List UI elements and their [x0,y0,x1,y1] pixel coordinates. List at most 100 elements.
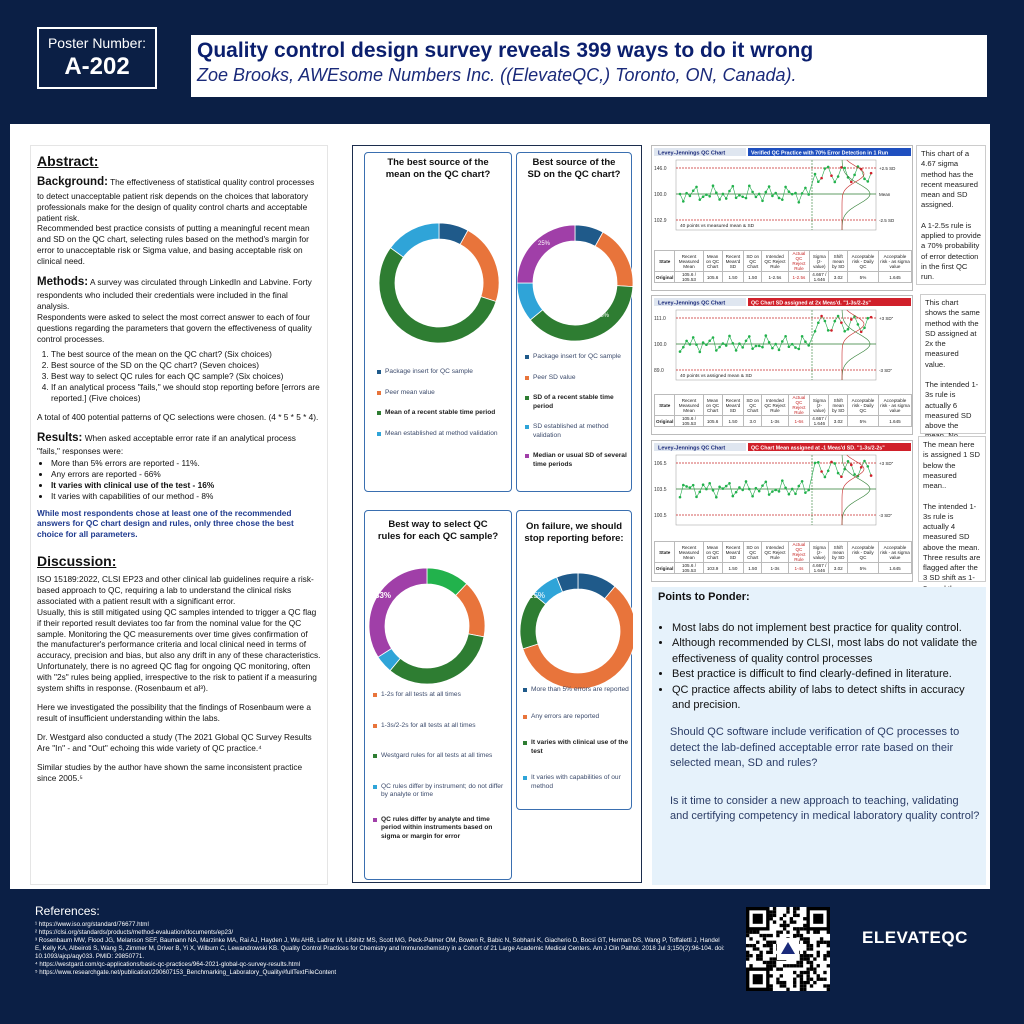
lj-point [688,343,692,346]
table-cell: 105.6 / 105.53 [674,271,704,284]
table-cell: 4.667 / 1.646 [809,271,830,284]
list-item: The best source of the mean on the QC ch… [51,349,321,360]
lj-note-3: The mean here is assigned 1 SD below the… [918,436,986,603]
lj-chart-title: QC Chart Mean assigned at -1 Meas'd SD. … [751,446,885,452]
lj-point [797,484,801,488]
donut-slice [556,572,579,593]
table-cell: 105.6 / 105.53 [674,562,704,575]
table-cell: 3.02 [828,271,849,284]
table-header-cell: Sigma (z-value) [809,249,830,273]
table-cell: 1.645 [877,562,913,575]
lj-point [853,173,856,177]
table-header-cell: SD on QC Chart [743,249,763,273]
background-heading: Background: [37,176,108,189]
lj-point [734,349,738,352]
lj-chart-title: QC Chart SD assigned at 2x Meas'd. "1-3s… [751,301,871,307]
lj-point [787,190,791,194]
legend-item: Median or usual SD of several time perio… [525,452,629,469]
table-header-row: State Recent Measured Mean Mean on QC Char… [653,249,913,273]
lj-point [784,334,787,338]
reference-item: ¹ https://www.iso.org/standard/76677.htm… [35,921,149,928]
lj-mark-label: -2.5 SD [879,218,895,223]
lj-point [695,343,698,346]
lj-tick-label: 103.5 [654,487,667,493]
methods-text-2: Respondents were asked to select the mos… [37,312,312,345]
lj-point [807,488,810,492]
lj-point [701,195,705,199]
fail-question-box: On failure, we should stop reporting bef… [516,510,633,810]
list-item: Although recommended by CLSI, most labs … [672,636,980,667]
lj-point [843,166,846,170]
lj-point [751,347,754,350]
lj-point [682,345,685,349]
sd-donut-label-b: 38% [597,313,610,319]
lj-point [738,193,741,197]
background-text-1: The effectiveness of statistical quality… [37,177,315,223]
lj-point [757,344,761,348]
lj-point [830,174,833,178]
lj-point [698,198,702,201]
lj-point [813,172,817,176]
lj-point [866,316,870,320]
lj-tick-label: 111.0 [654,316,666,322]
lj-summary-table: State Recent Measured Mean Mean on QC Char… [653,249,913,284]
lj-point [840,475,843,479]
lj-chart-label: Levey-Jennings QC Chart [658,301,725,307]
table-cell: 103.9 [702,562,723,575]
qr-code[interactable] [746,907,830,991]
methods-heading: Methods: [37,276,89,289]
lj-chart: Levey-Jennings QC Chart Verified QC Pract… [654,148,911,231]
lj-point [771,194,774,198]
ponder-question-2: Is it time to consider a new approach to… [670,794,980,822]
lj-point [859,167,863,171]
lj-point [741,195,744,199]
table-header-cell: Intended QC Reject Rule [761,540,789,564]
lj-point [781,479,784,482]
lj-tick-label: 100.5 [654,513,667,519]
lj-point [840,166,843,169]
table-header-cell: Intended QC Reject Rule [761,249,789,273]
lj-point [866,180,870,183]
lj-mark-label: -3 SD" [879,513,893,518]
lj-point [751,190,754,194]
table-cell: 1.50 [743,271,763,284]
lj-tick-label: 100.0 [654,342,667,348]
lj-points-note: 40 points vs assigned mean & SD [680,373,753,379]
lj-point [830,460,833,464]
table-cell: 1.645 [877,415,913,428]
sd-question-title: Best source of the SD on the QC chart? [527,157,621,180]
lj-point [734,490,738,494]
table-header-cell: Acceptable risk - as sigma value [877,249,913,273]
lj-point [688,486,692,489]
lj-point [836,175,840,178]
poster-authors: Zoe Brooks, AWEsome Numbers Inc. ((Eleva… [197,65,797,85]
mean-question-box: The best source of the mean on the QC ch… [364,152,512,492]
lj-point [764,480,768,484]
ponder-question-1: Should QC software include verification … [670,726,960,770]
lj-point [715,349,718,352]
lj-point [728,481,731,485]
lj-point [794,492,797,496]
sd-donut-chart: 25% 38% [517,224,633,342]
lj-point [863,459,866,463]
methods-section: Methods: A survey was circulated through… [37,275,321,422]
lj-point [784,486,787,490]
lj-point [800,479,804,483]
rules-donut-chart: 33% [368,567,486,685]
lj-point [678,192,682,196]
legend-item: QC rules differ by analyte and time peri… [373,816,509,842]
table-header-cell: Sigma (z-value) [809,540,830,564]
table-header-cell: Acceptable risk - Daily QC [847,249,879,273]
lj-point [817,461,820,464]
points-to-ponder: Points to Ponder: Most labs do not imple… [652,587,986,885]
lj-point [715,191,718,195]
lj-chart-label: Levey-Jennings QC Chart [658,151,725,157]
abstract-column: Abstract: Background: The effectiveness … [30,145,328,885]
lj-point [731,494,735,498]
lj-point [823,475,827,479]
lj-point [744,480,748,483]
fail-donut-label: 15% [529,591,545,600]
ponder-heading: Points to Ponder: [658,591,750,603]
table-header-cell: Actual QC Reject Rule [787,393,811,417]
table-header-cell: Intended QC Reject Rule [761,393,789,417]
